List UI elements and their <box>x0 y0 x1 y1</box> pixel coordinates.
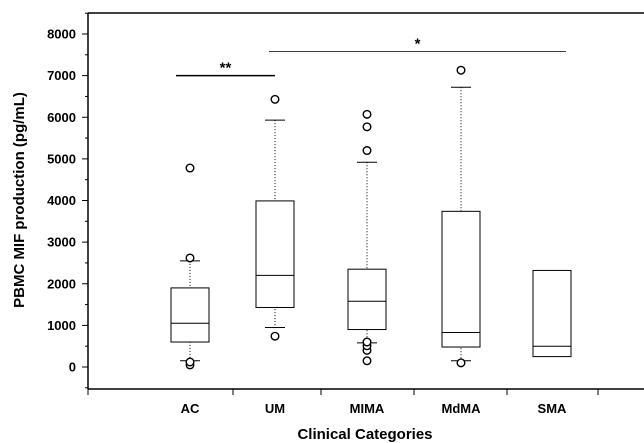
outlier-point <box>270 331 280 341</box>
box-ac <box>170 163 210 370</box>
y-tick-label: 2000 <box>47 276 76 291</box>
box-um <box>255 94 295 341</box>
y-tick-label: 6000 <box>47 110 76 125</box>
y-axis: 0 1000 2000 3000 4000 5000 6000 7000 8000 <box>47 12 88 389</box>
box-mima <box>347 109 387 366</box>
outlier-point <box>362 146 372 156</box>
x-axis-title: Clinical Categories <box>297 426 432 443</box>
outlier-point <box>362 356 372 366</box>
y-tick-label: 5000 <box>47 151 76 166</box>
significance-bracket: ** <box>176 60 275 77</box>
outlier-point <box>456 65 466 75</box>
outlier-point <box>185 253 195 263</box>
outlier-point <box>270 94 280 104</box>
box-rect <box>532 269 572 358</box>
significance-bracket: * <box>269 35 566 52</box>
y-tick-label: 3000 <box>47 235 76 250</box>
y-axis-title: PBMC MIF production (pg/mL) <box>11 92 28 308</box>
box-rect <box>347 268 387 331</box>
y-tick-label: 1000 <box>47 318 76 333</box>
outlier-point <box>185 163 195 173</box>
box-mdma <box>441 65 481 368</box>
box-rect <box>255 200 295 308</box>
outlier-point <box>362 122 372 132</box>
box-sma <box>532 269 572 358</box>
significance-label: * <box>415 35 421 52</box>
outlier-point <box>362 109 372 119</box>
outlier-point <box>362 337 372 347</box>
x-axis: AC UM MIMA MdMA SMA <box>87 389 599 416</box>
box-series <box>170 65 572 370</box>
significance-annotations: *** <box>176 35 566 77</box>
outlier-point <box>456 358 466 368</box>
x-tick-label: UM <box>265 401 285 416</box>
y-tick-label: 7000 <box>47 68 76 83</box>
box-rect <box>441 210 481 348</box>
outlier-point <box>185 357 195 367</box>
x-tick-label: AC <box>181 401 200 416</box>
significance-label: ** <box>220 60 232 77</box>
x-tick-label: MIMA <box>350 401 385 416</box>
y-tick-label: 0 <box>69 360 76 375</box>
y-tick-label: 8000 <box>47 27 76 42</box>
y-tick-label: 4000 <box>47 193 76 208</box>
x-tick-label: MdMA <box>442 401 482 416</box>
x-tick-label: SMA <box>538 401 568 416</box>
box-rect <box>170 287 210 343</box>
